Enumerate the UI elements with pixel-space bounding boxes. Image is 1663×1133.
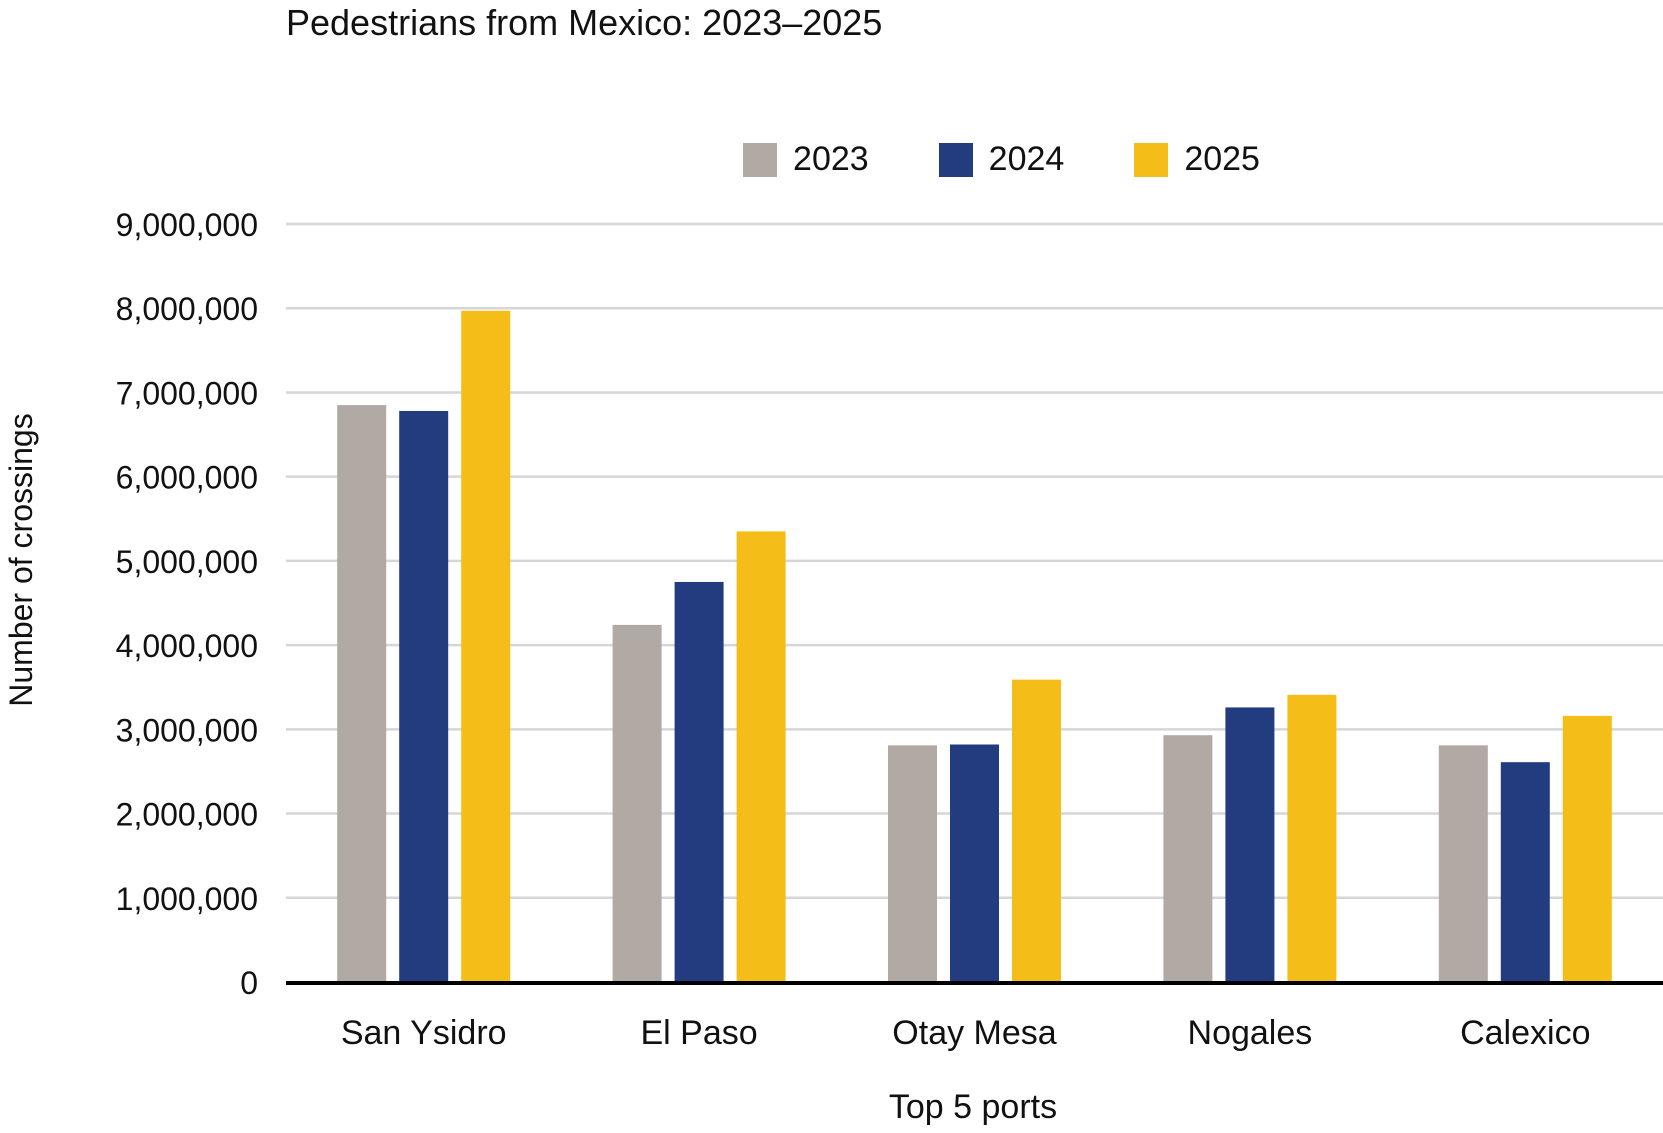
- x-axis-label: Top 5 ports: [889, 1088, 1057, 1126]
- bar-2025-el-paso: [736, 531, 786, 982]
- bar-2023-calexico: [1438, 745, 1488, 982]
- y-tick-label: 9,000,000: [116, 207, 258, 243]
- y-tick-label: 2,000,000: [116, 797, 258, 833]
- bar-2025-otay-mesa: [1012, 679, 1061, 982]
- y-axis-label: Number of crossings: [3, 413, 39, 706]
- legend-label: 2025: [1184, 140, 1260, 178]
- bar-2025-calexico: [1562, 715, 1612, 982]
- legend: 2023 2024 2025: [0, 140, 1663, 179]
- bar-2024-calexico: [1500, 762, 1550, 982]
- bar-2024-nogales: [1225, 707, 1275, 982]
- bar-2025-san-ysidro: [461, 310, 511, 982]
- bar-2023-nogales: [1163, 735, 1213, 982]
- y-tick-label: 7,000,000: [116, 375, 258, 411]
- y-tick-label: 6,000,000: [116, 460, 258, 496]
- bar-2024-san-ysidro: [399, 410, 449, 982]
- y-tick-label: 0: [240, 965, 258, 1001]
- bar-2024-el-paso: [674, 581, 724, 982]
- x-tick-label: Calexico: [1460, 1014, 1590, 1052]
- chart-title: Pedestrians from Mexico: 2023–2025: [286, 2, 883, 43]
- legend-label: 2023: [793, 140, 869, 178]
- y-tick-label: 1,000,000: [116, 881, 258, 917]
- legend-swatch: [1134, 142, 1169, 177]
- legend-swatch: [938, 142, 973, 177]
- bar-2023-san-ysidro: [337, 405, 387, 983]
- legend-item-2023: 2023: [743, 140, 869, 179]
- legend-item-2024: 2024: [938, 140, 1065, 179]
- legend-swatch: [743, 142, 778, 177]
- bar-2025-nogales: [1287, 694, 1337, 982]
- y-tick-label: 3,000,000: [116, 712, 258, 748]
- x-tick-label: El Paso: [641, 1014, 758, 1052]
- legend-label: 2024: [988, 140, 1065, 178]
- x-tick-label: Nogales: [1188, 1014, 1313, 1052]
- y-tick-label: 4,000,000: [116, 628, 258, 664]
- x-tick-label: San Ysidro: [341, 1014, 507, 1052]
- bar-2024-otay-mesa: [950, 744, 999, 982]
- bar-2023-otay-mesa: [888, 745, 937, 982]
- y-tick-label: 8,000,000: [116, 291, 258, 327]
- legend-item-2025: 2025: [1134, 140, 1260, 179]
- x-tick-label: Otay Mesa: [892, 1014, 1056, 1052]
- bar-2023-el-paso: [612, 624, 662, 982]
- y-tick-label: 5,000,000: [116, 544, 258, 580]
